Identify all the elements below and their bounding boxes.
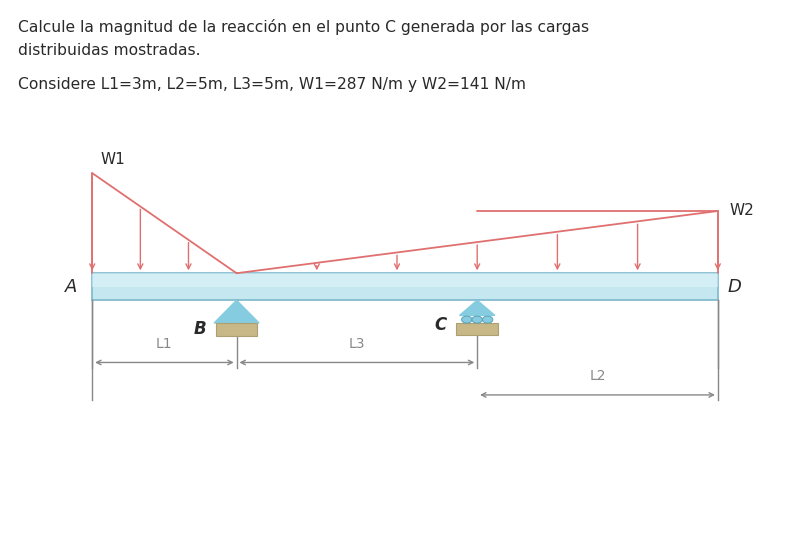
- Text: W2: W2: [729, 203, 754, 219]
- Text: C: C: [435, 316, 447, 334]
- Polygon shape: [460, 300, 495, 315]
- Circle shape: [472, 316, 483, 323]
- Bar: [92, 273, 718, 300]
- Text: L3: L3: [349, 337, 365, 351]
- Bar: [456, 323, 498, 335]
- Circle shape: [483, 316, 493, 323]
- Polygon shape: [214, 300, 259, 323]
- Text: D: D: [727, 278, 741, 296]
- Text: L2: L2: [589, 369, 606, 383]
- Text: Considere L1=3m, L2=5m, L3=5m, W1=287 N/m y W2=141 N/m: Considere L1=3m, L2=5m, L3=5m, W1=287 N/…: [18, 77, 525, 92]
- Text: W1: W1: [100, 151, 125, 167]
- Text: A: A: [66, 278, 78, 296]
- Text: Calcule la magnitud de la reacción en el punto C generada por las cargas: Calcule la magnitud de la reacción en el…: [18, 19, 589, 35]
- Text: B: B: [193, 320, 206, 339]
- Text: L1: L1: [156, 337, 172, 351]
- Bar: [92, 273, 718, 287]
- Text: distribuidas mostradas.: distribuidas mostradas.: [18, 43, 200, 58]
- Bar: [216, 323, 257, 336]
- Circle shape: [462, 316, 472, 323]
